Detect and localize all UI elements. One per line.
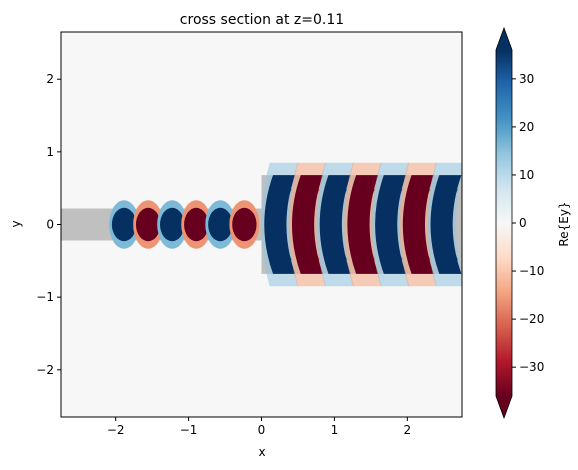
plot-area (60, 31, 463, 418)
chart-title: cross section at z=0.11 (180, 12, 344, 28)
field-lobe (135, 207, 161, 242)
colorbar-tick-label: −20 (519, 312, 544, 326)
colorbar-tick-label: 0 (519, 216, 527, 230)
y-axis: −2 −1 0 1 2 (36, 72, 61, 377)
x-tick-label: −1 (180, 423, 198, 437)
field-lobe (402, 175, 434, 274)
colorbar-ticks: 30 20 10 0 −10 −20 −30 (512, 72, 544, 374)
y-tick-label: 0 (46, 218, 54, 232)
colorbar-tick-label: −30 (519, 360, 544, 374)
colorbar-tick-label: 20 (519, 120, 534, 134)
colorbar-outline (495, 26, 513, 420)
colorbar-tick-label: −10 (519, 264, 544, 278)
colorbar-tick-label: 10 (519, 168, 534, 182)
colorbar-top-extension (496, 28, 512, 50)
field-lobe (430, 175, 462, 274)
field-lobe (208, 207, 233, 242)
colorbar: 30 20 10 0 −10 −20 −30 Re{Ey} (495, 26, 571, 420)
field-lobe (291, 175, 323, 274)
y-tick-label: −2 (36, 363, 54, 377)
x-tick-label: −2 (107, 423, 125, 437)
x-tick-label: 2 (403, 423, 411, 437)
colorbar-label: Re{Ey} (557, 201, 571, 246)
y-tick-label: 1 (46, 145, 54, 159)
field-lobe (160, 207, 185, 242)
field-lobe (375, 175, 407, 274)
field-lobe (232, 207, 257, 242)
colorbar-body (496, 50, 512, 396)
field-lobe (111, 207, 137, 242)
field-lobe (347, 175, 379, 274)
colorbar-tick-label: 30 (519, 72, 534, 86)
x-axis-label: x (258, 445, 265, 459)
y-tick-label: −1 (36, 290, 54, 304)
field-lobe (264, 175, 296, 274)
y-tick-label: 2 (46, 72, 54, 86)
colorbar-bottom-extension (496, 396, 512, 418)
field-lobe (184, 207, 209, 242)
x-axis: −2 −1 0 1 2 (107, 417, 411, 437)
y-axis-label: y (9, 220, 23, 227)
x-tick-label: 0 (258, 423, 266, 437)
field-lobe (319, 175, 351, 274)
field-layer (109, 162, 462, 287)
x-tick-label: 1 (331, 423, 339, 437)
